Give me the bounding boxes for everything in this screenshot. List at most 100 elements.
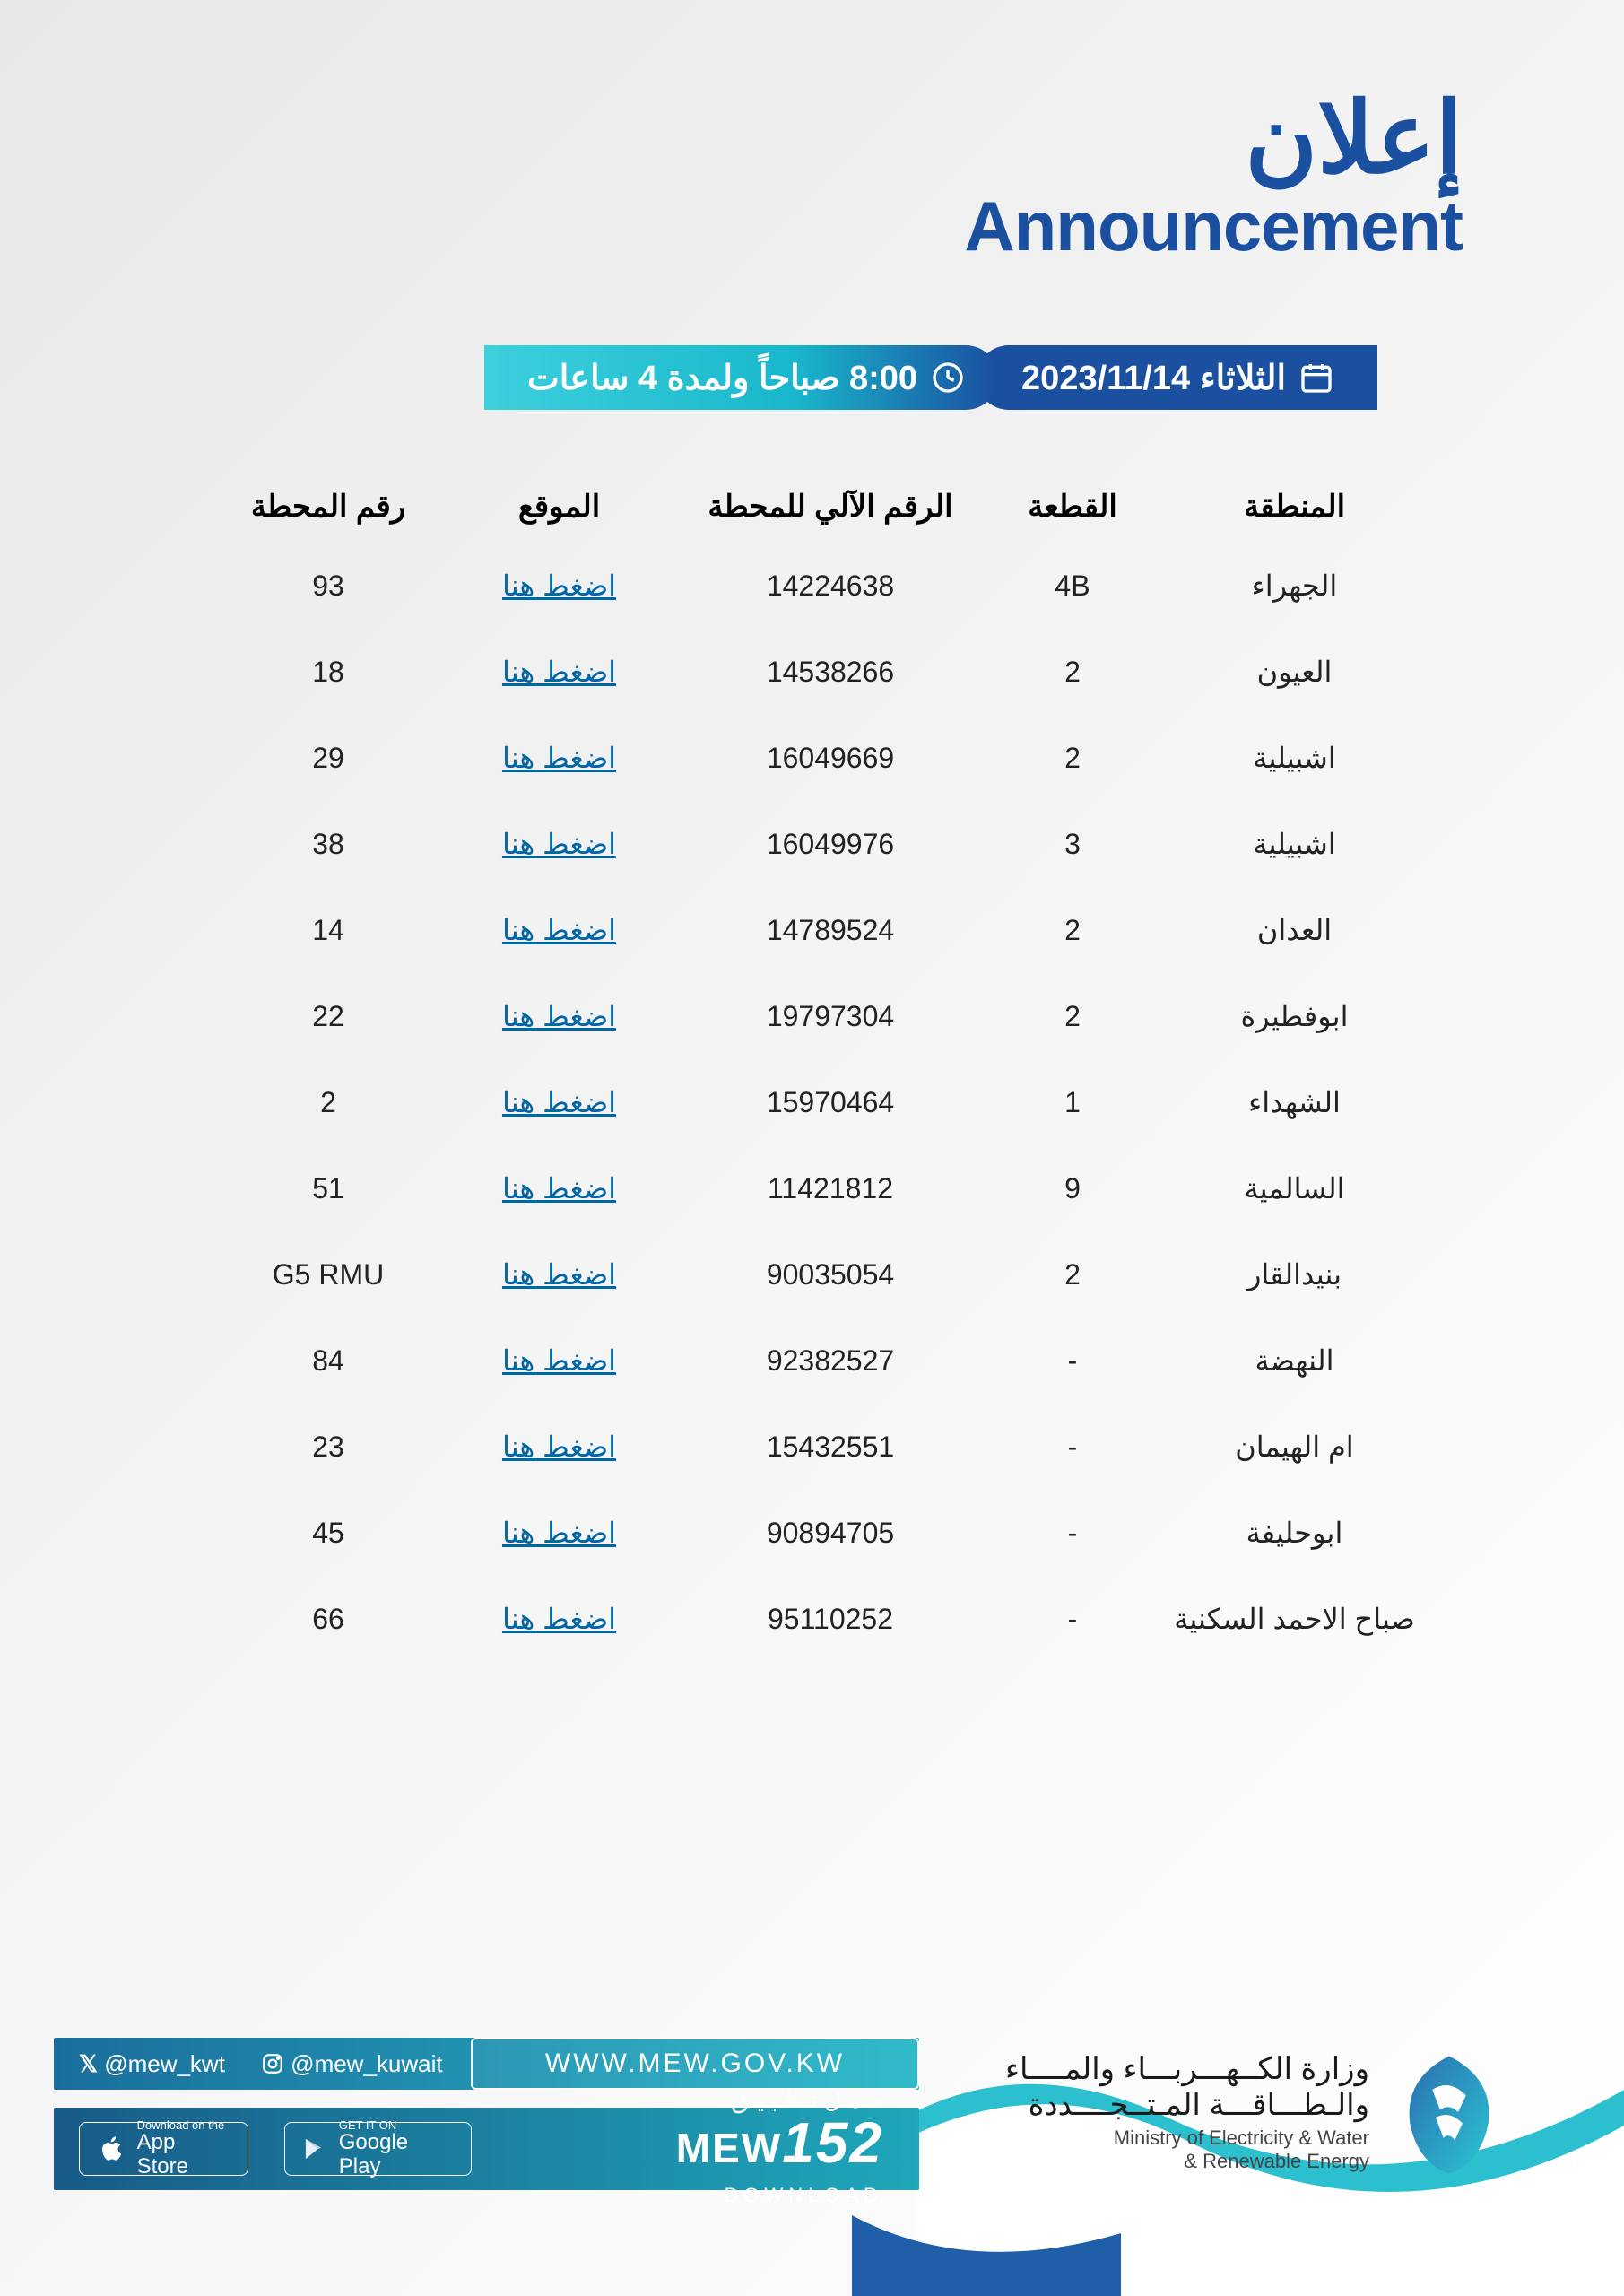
cell-block: 3 [983, 828, 1162, 861]
cell-station: 22 [216, 1000, 440, 1033]
googleplay-badge[interactable]: GET IT ONGoogle Play [284, 2122, 472, 2176]
cell-station: G5 RMU [216, 1258, 440, 1292]
cell-location[interactable]: اضغط هنا [440, 1430, 678, 1464]
cell-location[interactable]: اضغط هنا [440, 741, 678, 775]
cell-region: اشبيلية [1162, 741, 1427, 775]
ministry-block: وزارة الكــهـــربـــاء والمــــاء والـطـ… [1005, 2045, 1507, 2179]
cell-location[interactable]: اضغط هنا [440, 655, 678, 689]
cell-auto: 14224638 [678, 570, 983, 603]
title-en: Announcement [964, 188, 1463, 265]
location-link[interactable]: اضغط هنا [502, 1344, 616, 1377]
location-link[interactable]: اضغط هنا [502, 914, 616, 946]
cell-auto: 15970464 [678, 1086, 983, 1119]
location-link[interactable]: اضغط هنا [502, 1172, 616, 1205]
cell-region: العدان [1162, 913, 1427, 947]
googleplay-icon [301, 2135, 328, 2162]
cell-location[interactable]: اضغط هنا [440, 1257, 678, 1292]
cell-region: بنيدالقار [1162, 1257, 1427, 1292]
table-row: اشبيلية316049976اضغط هنا38 [211, 801, 1427, 887]
cell-auto: 16049669 [678, 742, 983, 775]
cell-location[interactable]: اضغط هنا [440, 999, 678, 1033]
cell-block: 2 [983, 656, 1162, 689]
table-row: الجهراء4B14224638اضغط هنا93 [211, 543, 1427, 629]
cell-location[interactable]: اضغط هنا [440, 1602, 678, 1636]
cell-region: ابوحليفة [1162, 1516, 1427, 1550]
cell-location[interactable]: اضغط هنا [440, 913, 678, 947]
ministry-text: وزارة الكــهـــربـــاء والمــــاء والـطـ… [1005, 2051, 1369, 2173]
website-url[interactable]: WWW.MEW.GOV.KW [471, 2038, 919, 2090]
cell-region: ابوفطيرة [1162, 999, 1427, 1033]
cell-station: 29 [216, 742, 440, 775]
th-region: المنطقة [1162, 489, 1427, 525]
cell-block: - [983, 1517, 1162, 1550]
clock-icon [930, 360, 966, 396]
cell-station: 23 [216, 1431, 440, 1464]
cell-location[interactable]: اضغط هنا [440, 1344, 678, 1378]
table-row: بنيدالقار290035054 اضغط هنا G5 RMU [211, 1231, 1427, 1318]
cell-block: 1 [983, 1086, 1162, 1119]
cell-station: 18 [216, 656, 440, 689]
cell-auto: 19797304 [678, 1000, 983, 1033]
cell-station: 38 [216, 828, 440, 861]
cell-auto: 90035054 [678, 1258, 983, 1292]
cell-region: اشبيلية [1162, 827, 1427, 861]
cell-block: 2 [983, 1258, 1162, 1292]
cell-block: - [983, 1431, 1162, 1464]
cell-block: 2 [983, 914, 1162, 947]
location-link[interactable]: اضغط هنا [502, 742, 616, 774]
cell-station: 93 [216, 570, 440, 603]
table-row: السالمية911421812اضغط هنا51 [211, 1145, 1427, 1231]
time-pill: 8:00 صباحاً ولمدة 4 ساعات [484, 345, 998, 410]
announcement-header: إعلان Announcement [964, 90, 1463, 265]
table-row: ام الهيمان-15432551اضغط هنا23 [211, 1404, 1427, 1490]
table-row: ابوحليفة-90894705اضغط هنا45 [211, 1490, 1427, 1576]
table-row: الشهداء115970464اضغط هنا2 [211, 1059, 1427, 1145]
ministry-logo-icon [1391, 2045, 1507, 2179]
datetime-pill: الثلاثاء 2023/11/14 8:00 صباحاً ولمدة 4 … [484, 345, 1377, 410]
app-download-bar: Download on theApp Store GET IT ONGoogle… [54, 2108, 919, 2190]
cell-auto: 14789524 [678, 914, 983, 947]
instagram-handle[interactable]: @mew_kuwait [261, 2050, 443, 2078]
cell-block: 9 [983, 1172, 1162, 1205]
appstore-badge[interactable]: Download on theApp Store [79, 2122, 248, 2176]
cell-auto: 14538266 [678, 656, 983, 689]
table-row: النهضة-92382527اضغط هنا84 [211, 1318, 1427, 1404]
location-link[interactable]: اضغط هنا [502, 1000, 616, 1032]
location-link[interactable]: اضغط هنا [502, 1258, 616, 1291]
cell-location[interactable]: اضغط هنا [440, 569, 678, 603]
location-link[interactable]: اضغط هنا [502, 1431, 616, 1463]
date-label: الثلاثاء 2023/11/14 [1021, 358, 1286, 398]
cell-auto: 92382527 [678, 1344, 983, 1378]
cell-station: 45 [216, 1517, 440, 1550]
cell-auto: 95110252 [678, 1603, 983, 1636]
location-link[interactable]: اضغط هنا [502, 1517, 616, 1549]
cell-location[interactable]: اضغط هنا [440, 1171, 678, 1205]
location-link[interactable]: اضغط هنا [502, 1603, 616, 1635]
cell-location[interactable]: اضغط هنا [440, 827, 678, 861]
location-link[interactable]: اضغط هنا [502, 570, 616, 602]
table-row: ابوفطيرة219797304اضغط هنا22 [211, 973, 1427, 1059]
cell-region: صباح الاحمد السكنية [1162, 1602, 1427, 1636]
cell-station: 14 [216, 914, 440, 947]
location-link[interactable]: اضغط هنا [502, 828, 616, 860]
location-link[interactable]: اضغط هنا [502, 1086, 616, 1118]
instagram-icon [261, 2052, 284, 2075]
cell-location[interactable]: اضغط هنا [440, 1516, 678, 1550]
cell-station: 2 [216, 1086, 440, 1119]
calendar-icon [1298, 360, 1334, 396]
cell-location[interactable]: اضغط هنا [440, 1085, 678, 1119]
cell-auto: 11421812 [678, 1172, 983, 1205]
th-auto: الرقم الآلي للمحطة [678, 489, 983, 525]
x-icon: 𝕏 [79, 2050, 98, 2077]
apple-icon [96, 2134, 126, 2164]
location-link[interactable]: اضغط هنا [502, 656, 616, 688]
cell-block: - [983, 1603, 1162, 1636]
cell-region: ام الهيمان [1162, 1430, 1427, 1464]
cell-station: 66 [216, 1603, 440, 1636]
cell-region: العيون [1162, 655, 1427, 689]
mew152-block: حـمـل تـطـبـيـق MEW152 DOWNLOAD [508, 2086, 883, 2213]
th-location: الموقع [440, 489, 678, 525]
table-row: العيون214538266 اضغط هنا 18 [211, 629, 1427, 715]
twitter-handle[interactable]: 𝕏 @mew_kwt [79, 2050, 225, 2078]
th-block: القطعة [983, 489, 1162, 525]
